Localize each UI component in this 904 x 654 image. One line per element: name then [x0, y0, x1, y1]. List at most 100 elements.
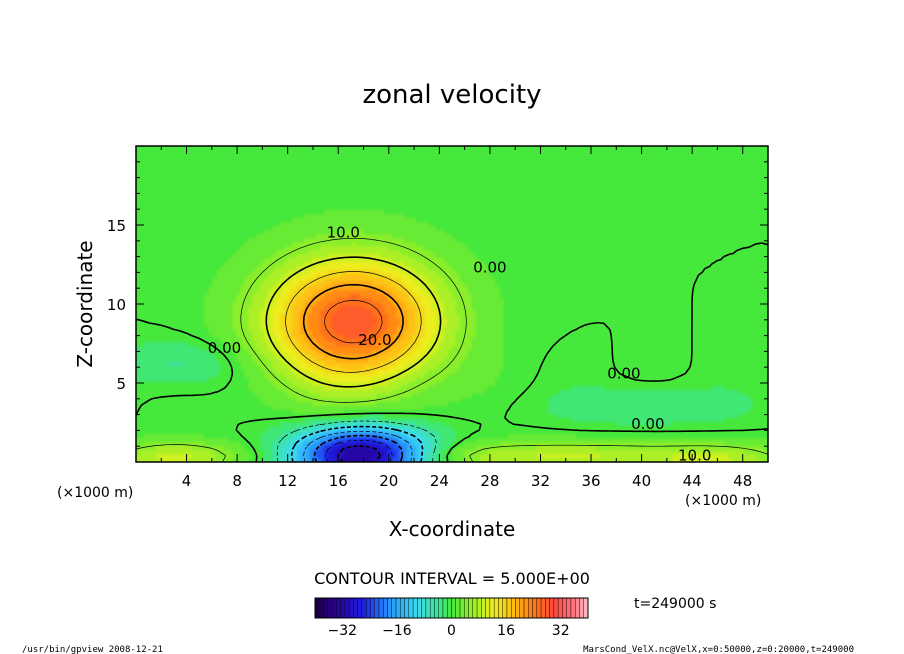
contour-label: 10.0	[678, 446, 711, 464]
colorbar-cell	[536, 597, 542, 619]
chart-title: zonal velocity	[362, 80, 541, 110]
x-tick-label: 44	[683, 472, 702, 490]
colorbar-cell	[425, 597, 431, 619]
colorbar-cell	[336, 597, 341, 619]
colorbar-cell	[476, 597, 482, 619]
colorbar-cell	[472, 597, 478, 619]
contour-label: 0.00	[607, 364, 640, 382]
contour-interval: CONTOUR INTERVAL = 5.000E+00	[314, 569, 590, 588]
x-tick-label: 20	[379, 472, 398, 490]
colorbar-cell	[365, 597, 371, 619]
contour-level-0	[136, 242, 768, 462]
colorbar-cell	[383, 597, 388, 619]
colorbar-cell	[515, 597, 520, 619]
colorbar-cell	[570, 597, 576, 619]
colorbar-cell	[459, 597, 465, 619]
colorbar-cell	[353, 597, 358, 619]
x-tick-label: 8	[232, 472, 242, 490]
x-tick-label: 16	[329, 472, 348, 490]
colorbar-cell	[566, 597, 572, 619]
x-axis-label: X-coordinate	[389, 517, 516, 541]
contour-level-15	[285, 271, 422, 373]
colorbar-cell	[374, 597, 380, 619]
contour-lines	[136, 237, 768, 462]
x-axis: 4 8 12 16 20 24 28 32 36 40 44 48	[160, 146, 752, 490]
colorbar-frame	[314, 597, 589, 619]
colorbar-cell	[361, 597, 367, 619]
colorbar: −32 −16 0 16 32	[314, 597, 589, 639]
colorbar-cell	[545, 597, 550, 619]
x-unit-label-right: (×1000 m)	[685, 493, 761, 509]
colorbar-cell	[400, 597, 405, 619]
colorbar-cell	[447, 597, 452, 619]
footer-left: /usr/bin/gpview 2008-12-21	[22, 645, 163, 654]
contour-level-m25	[324, 439, 393, 462]
colorbar-cell	[511, 597, 516, 619]
colorbar-cell	[519, 597, 525, 619]
y-tick-label: 5	[116, 375, 126, 393]
contour-fill	[136, 146, 768, 462]
colorbar-cell	[357, 597, 363, 619]
colorbar-cell	[417, 597, 422, 619]
colorbar-cell	[438, 597, 444, 619]
x-tick-label: 24	[430, 472, 449, 490]
colorbar-cell	[340, 597, 346, 619]
colorbar-cell	[523, 597, 529, 619]
colorbar-cell	[344, 597, 350, 619]
colorbar-cell	[323, 597, 328, 619]
contour-label: 0.00	[473, 258, 506, 276]
colorbar-cell	[451, 597, 456, 619]
y-axis: 5 10 15	[107, 161, 768, 447]
x-tick-label: 4	[182, 472, 192, 490]
colorbar-cell	[493, 597, 499, 619]
contour-labels: 10.0 20.0 0.00 0.00 0.00 0.00 10.0	[208, 224, 712, 465]
colorbar-cell	[442, 597, 448, 619]
colorbar-cell	[378, 597, 384, 619]
colorbar-cell	[404, 597, 410, 619]
colorbar-cell	[391, 597, 397, 619]
colorbar-cell	[464, 597, 469, 619]
contour-level-5	[136, 237, 768, 462]
colorbar-cell	[395, 597, 401, 619]
colorbar-cell	[468, 597, 474, 619]
colorbar-tick-label: −32	[328, 623, 358, 639]
colorbar-cell	[540, 597, 546, 619]
x-tick-label: 12	[278, 472, 297, 490]
contour-level-25	[324, 300, 383, 344]
colorbar-cell	[502, 597, 508, 619]
colorbar-cell	[348, 597, 354, 619]
colorbar-cell	[327, 597, 333, 619]
footer-right: MarsCond_VelX.nc@VelX,x=0:50000,z=0:2000…	[583, 645, 854, 654]
colorbar-cell	[481, 597, 486, 619]
colorbar-cell	[485, 597, 491, 619]
y-tick-label: 15	[107, 217, 126, 235]
contour-label: 20.0	[358, 331, 391, 349]
x-tick-label: 32	[531, 472, 550, 490]
contour-level-m5	[276, 420, 437, 462]
colorbar-cell	[331, 597, 337, 619]
colorbar-cell	[498, 597, 503, 619]
colorbar-cell	[583, 597, 589, 619]
colorbar-tick-label: 16	[497, 623, 515, 639]
colorbar-cell	[455, 597, 461, 619]
contour-label: 0.00	[631, 415, 664, 433]
x-tick-label: 36	[581, 472, 600, 490]
colorbar-cell	[319, 597, 324, 619]
x-unit-label: (×1000 m)	[57, 485, 133, 501]
colorbar-cell	[549, 597, 555, 619]
contour-level-20	[302, 284, 404, 360]
colorbar-cell	[562, 597, 567, 619]
colorbar-cell	[575, 597, 580, 619]
contour-level-m20	[313, 434, 404, 462]
colorbar-cell	[421, 597, 427, 619]
colorbar-cell	[408, 597, 414, 619]
colorbar-cell	[557, 597, 563, 619]
contour-level-m10	[290, 425, 424, 462]
x-tick-label: 40	[632, 472, 651, 490]
colorbar-cell	[314, 597, 320, 619]
y-axis-label: Z-coordinate	[73, 240, 97, 367]
colorbar-cell	[506, 597, 512, 619]
colorbar-cell	[528, 597, 533, 619]
